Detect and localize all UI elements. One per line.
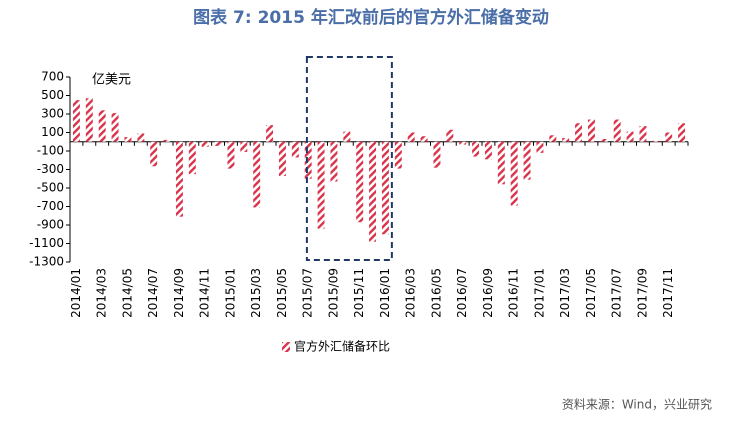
- bar: [510, 141, 518, 206]
- y-tick-label: -1100: [29, 236, 64, 250]
- bar: [575, 123, 583, 142]
- legend-swatch: [282, 342, 290, 352]
- bar: [472, 141, 480, 157]
- bar: [188, 141, 196, 175]
- x-tick-label: 2014/01: [69, 268, 83, 318]
- bar: [278, 141, 286, 176]
- bar: [330, 141, 338, 182]
- bar: [137, 133, 145, 142]
- bar: [175, 141, 183, 217]
- bar: [394, 141, 402, 169]
- bar: [240, 141, 248, 152]
- y-tick-label: -900: [37, 218, 64, 232]
- source: 资料来源：Wind，兴业研究: [562, 397, 712, 412]
- bar: [407, 132, 415, 142]
- x-tick-label: 2014/05: [120, 268, 134, 318]
- x-tick-label: 2016/11: [507, 268, 521, 318]
- x-tick-label: 2017/09: [635, 268, 649, 318]
- bar: [266, 125, 274, 142]
- bar: [356, 141, 364, 223]
- bar: [678, 123, 686, 142]
- highlight-box: [305, 56, 393, 261]
- bar: [201, 141, 209, 147]
- y-tick-label: -1300: [29, 255, 64, 269]
- bar: [523, 141, 531, 180]
- x-tick-label: 2015/09: [326, 268, 340, 318]
- bar: [459, 141, 467, 145]
- legend-label: 官方外汇储备环比: [294, 339, 390, 354]
- x-tick-label: 2016/03: [404, 268, 418, 318]
- x-tick-label: 2017/03: [558, 268, 572, 318]
- x-tick-label: 2015/05: [275, 268, 289, 318]
- bar: [549, 135, 557, 142]
- bar: [562, 138, 570, 142]
- x-tick-label: 2014/03: [95, 268, 109, 318]
- y-tick-label: -100: [37, 144, 64, 158]
- bar: [484, 141, 492, 160]
- bar: [163, 139, 171, 142]
- bar: [536, 141, 544, 153]
- x-tick-label: 2017/07: [610, 268, 624, 318]
- bar: [665, 132, 673, 142]
- x-tick-label: 2014/07: [146, 268, 160, 318]
- bar: [72, 100, 80, 142]
- y-tick-label: 100: [41, 125, 64, 139]
- bar: [381, 141, 389, 235]
- x-tick-label: 2016/01: [378, 268, 392, 318]
- bar: [317, 141, 325, 229]
- y-tick-label: -300: [37, 162, 64, 176]
- chart-title: 图表 7: 2015 年汇改前后的官方外汇储备变动: [193, 7, 549, 28]
- x-tick-label: 2015/07: [301, 268, 315, 318]
- x-tick-label: 2016/07: [455, 268, 469, 318]
- y-tick-label: 300: [41, 107, 64, 121]
- bar: [291, 141, 299, 158]
- bar: [639, 126, 647, 142]
- bar: [124, 137, 132, 142]
- x-tick-label: 2016/09: [481, 268, 495, 318]
- unit-label: 亿美元: [92, 73, 131, 88]
- x-tick-label: 2014/11: [198, 268, 212, 318]
- bar: [613, 119, 621, 142]
- bar: [304, 141, 312, 179]
- x-tick-label: 2014/09: [172, 268, 186, 318]
- x-tick-label: 2015/03: [249, 268, 263, 318]
- bar: [343, 131, 351, 142]
- y-tick-label: 700: [41, 70, 64, 84]
- bar: [98, 110, 106, 142]
- bar: [626, 131, 634, 142]
- bar: [600, 138, 608, 142]
- x-tick-label: 2016/05: [429, 268, 443, 318]
- bar: [369, 141, 377, 242]
- y-tick-label: -700: [37, 199, 64, 213]
- y-tick-label: 500: [41, 88, 64, 102]
- y-tick-label: -500: [37, 181, 64, 195]
- bar: [433, 141, 441, 168]
- bar: [587, 119, 595, 142]
- bar: [227, 141, 235, 169]
- bar: [652, 140, 660, 142]
- bar: [111, 113, 119, 142]
- x-tick-label: 2015/01: [223, 268, 237, 318]
- bar: [85, 98, 93, 142]
- x-tick-label: 2017/05: [584, 268, 598, 318]
- x-tick-label: 2015/11: [352, 268, 366, 318]
- bar: [446, 129, 454, 142]
- bar: [253, 141, 261, 208]
- x-tick-label: 2017/11: [661, 268, 675, 318]
- x-tick-label: 2017/01: [532, 268, 546, 318]
- bar: [214, 141, 222, 146]
- bar: [497, 141, 505, 185]
- bar: [150, 141, 158, 167]
- bar: [420, 136, 428, 142]
